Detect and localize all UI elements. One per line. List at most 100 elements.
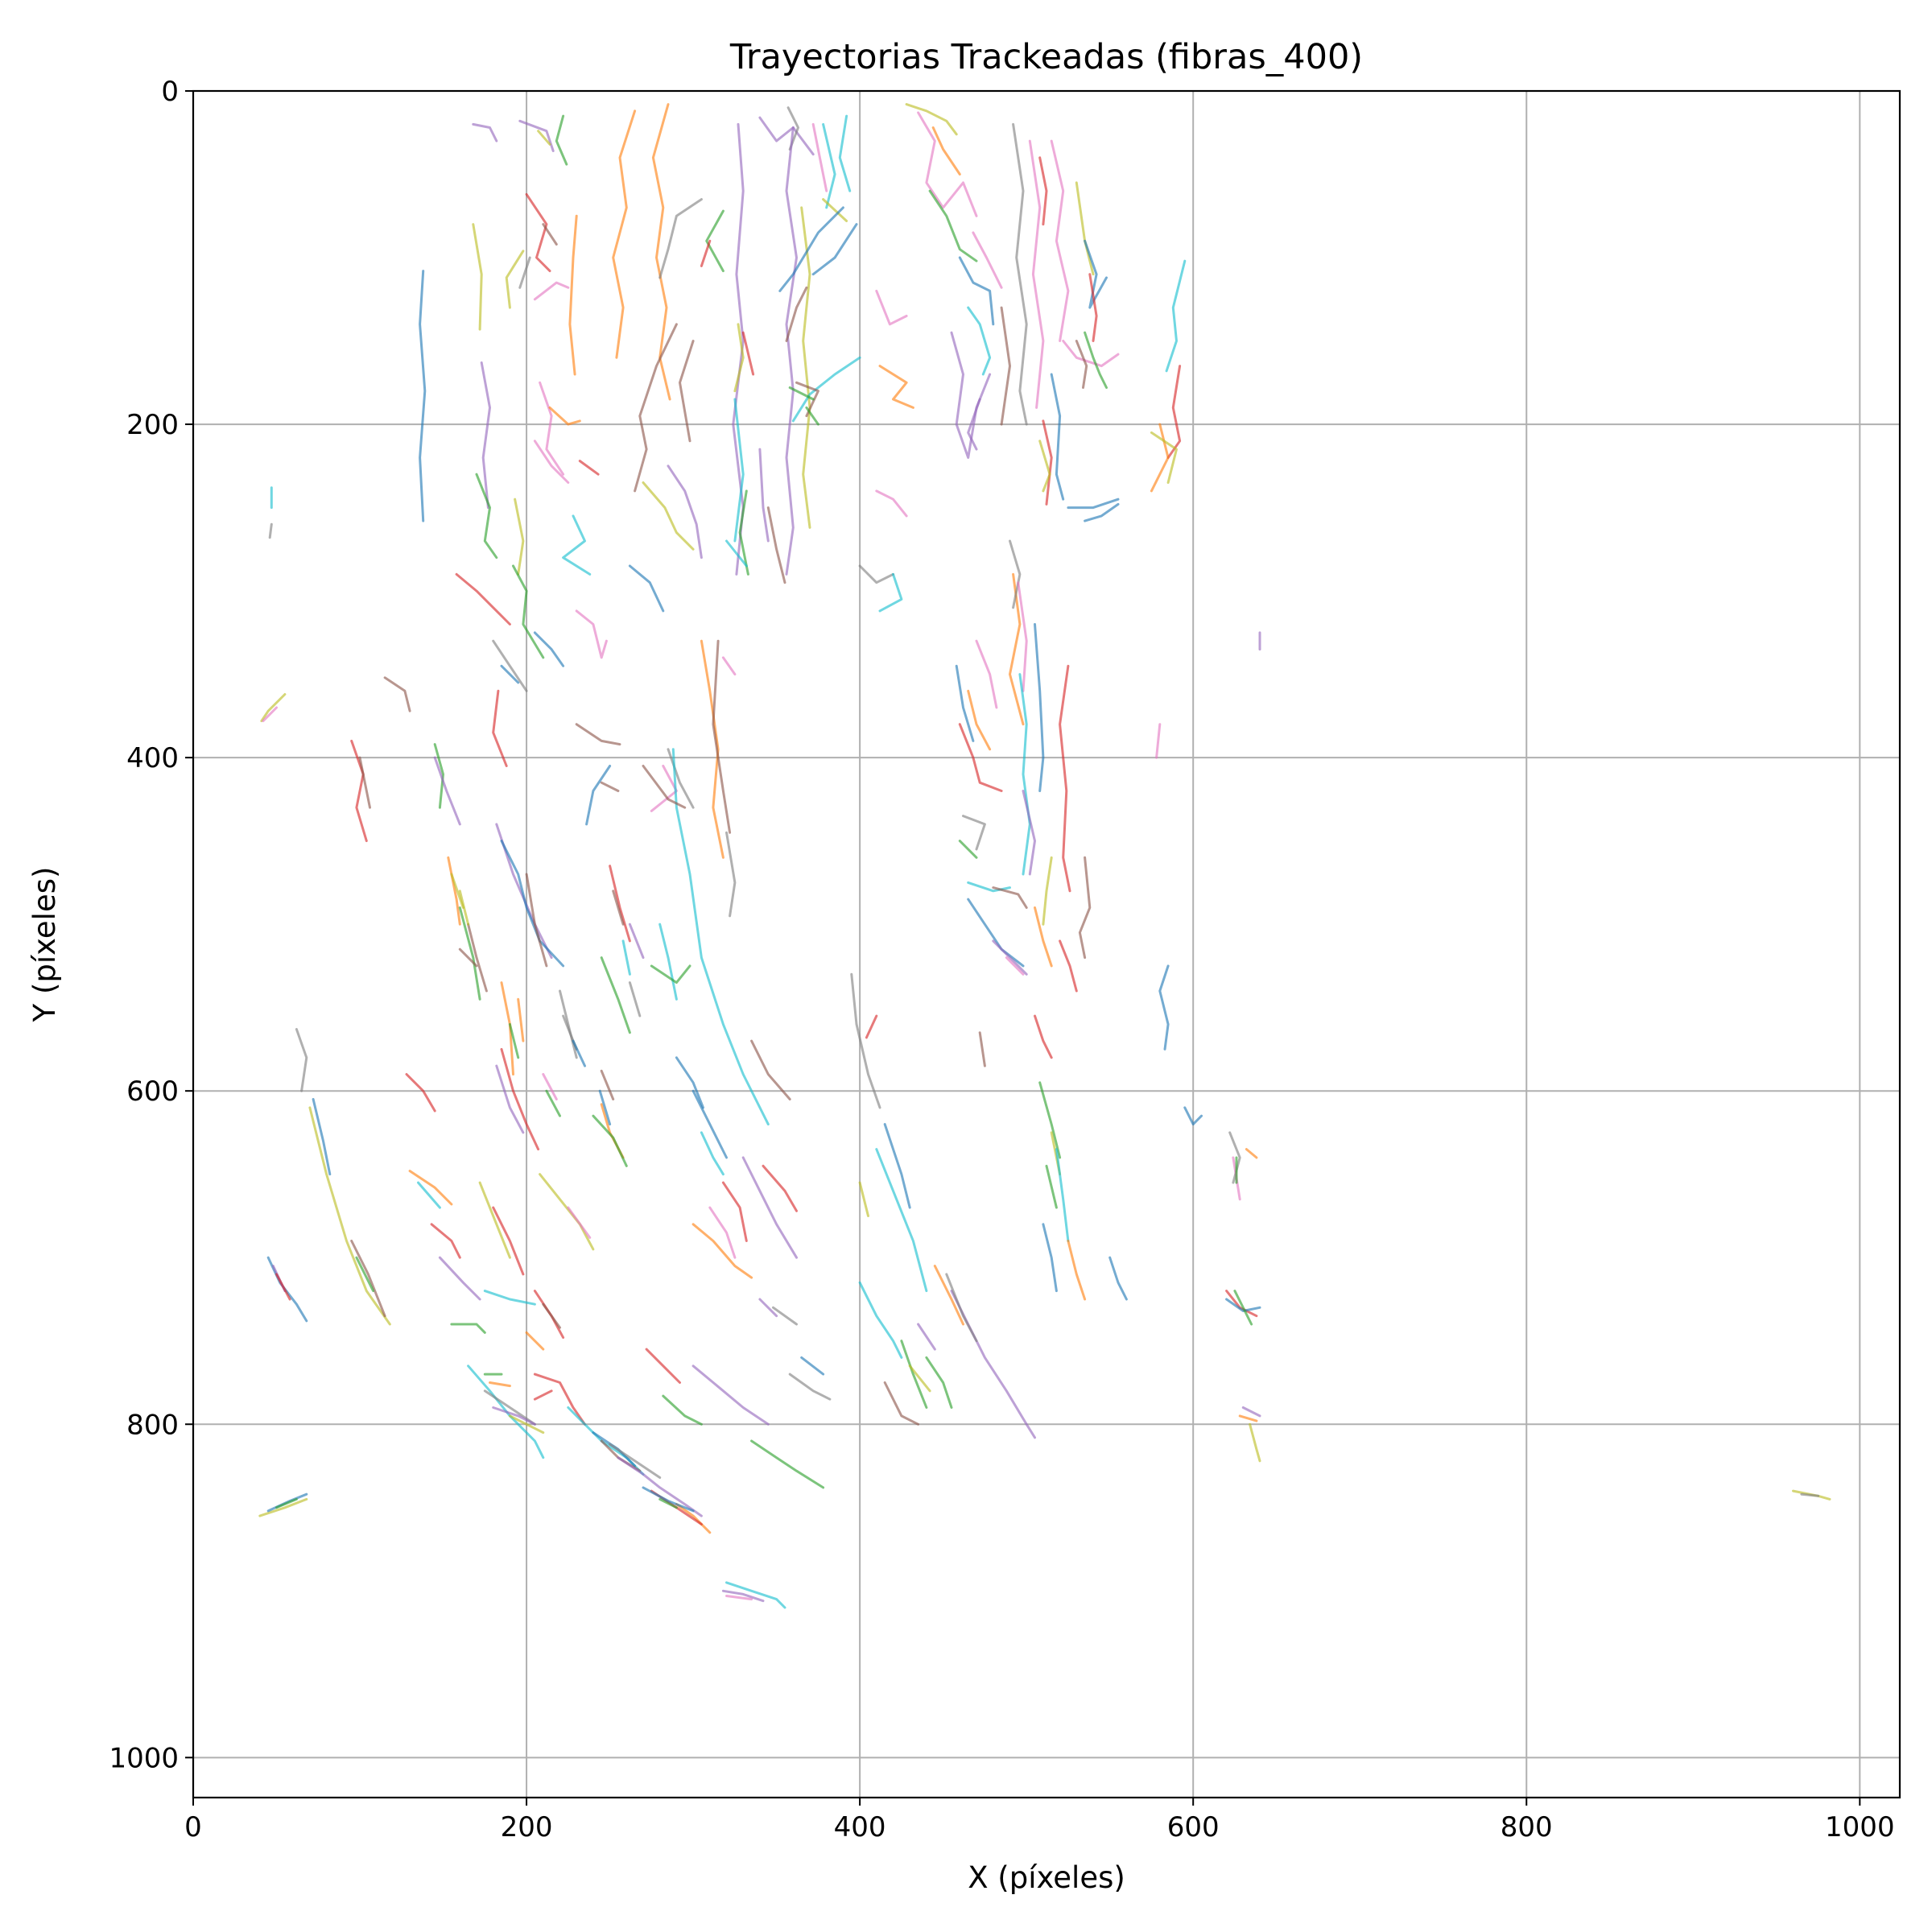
trajectory-line xyxy=(992,939,1028,976)
trajectory-line xyxy=(958,723,1003,792)
trajectory-line xyxy=(785,126,798,576)
trajectory-line xyxy=(967,881,1011,893)
trajectory-line xyxy=(691,1089,728,1159)
trajectory-line xyxy=(788,386,815,401)
trajectory-line xyxy=(700,239,712,267)
trajectory-line xyxy=(900,1340,928,1409)
trajectory-line xyxy=(805,406,819,426)
trajectory-line xyxy=(260,693,287,723)
trajectory-line xyxy=(750,1039,791,1100)
trajectory-line xyxy=(1059,939,1078,993)
trajectory-line xyxy=(758,116,815,156)
trajectory-line xyxy=(955,664,975,742)
trajectory-line xyxy=(1166,365,1182,459)
trajectory-line xyxy=(958,256,995,326)
trajectory-line xyxy=(600,781,620,792)
trajectory-line xyxy=(533,281,570,301)
trajectory-line xyxy=(865,1014,878,1039)
trajectory-line xyxy=(438,1256,481,1301)
trajectory-line xyxy=(467,923,488,993)
trajectory-line xyxy=(658,198,703,279)
trajectory-line xyxy=(458,947,478,968)
trajectory-line xyxy=(568,214,578,376)
trajectory-line xyxy=(1050,139,1070,342)
grid xyxy=(192,90,1900,1798)
trajectory-line xyxy=(642,481,695,551)
trajectory-line xyxy=(1084,502,1120,522)
trajectory-line xyxy=(500,664,520,684)
trajectory-line xyxy=(1038,440,1051,493)
trajectory-line xyxy=(355,1256,375,1293)
trajectory-line xyxy=(537,130,551,146)
trajectory-line xyxy=(312,1098,332,1176)
trajectory-line xyxy=(480,361,491,510)
trajectory-line xyxy=(1183,1106,1203,1126)
trajectory-line xyxy=(492,1206,525,1276)
trajectory-line xyxy=(858,1181,869,1217)
y-tick-label: 200 xyxy=(126,409,179,441)
trajectory-line xyxy=(1059,664,1071,893)
trajectory-line xyxy=(992,886,1028,909)
trajectory-line xyxy=(811,223,858,276)
trajectory-line xyxy=(766,506,786,584)
trajectory-line xyxy=(858,1281,903,1359)
trajectory-line xyxy=(1009,572,1025,726)
trajectory-line xyxy=(612,890,625,926)
trajectory-line xyxy=(741,1156,798,1259)
trajectory-line xyxy=(417,1181,441,1209)
trajectory-line xyxy=(472,223,483,331)
trajectory-line xyxy=(518,256,531,289)
trajectory-line xyxy=(945,1273,978,1343)
trajectory-line xyxy=(458,890,470,926)
trajectory-line xyxy=(738,489,749,576)
trajectory-line xyxy=(447,856,461,926)
trajectory-line xyxy=(268,522,273,539)
trajectory-line xyxy=(679,340,695,443)
trajectory-line xyxy=(691,1364,770,1426)
trajectory-line xyxy=(1238,1414,1258,1422)
trajectory-line xyxy=(598,1089,612,1126)
trajectory-line xyxy=(475,473,498,559)
trajectory-line xyxy=(705,209,724,273)
trajectory-line xyxy=(1062,340,1120,368)
trajectory-line xyxy=(1000,306,1011,426)
trajectory-line xyxy=(592,1114,628,1167)
trajectory-line xyxy=(1150,431,1178,484)
trajectory-line xyxy=(545,1089,561,1117)
trajectory-line xyxy=(1034,906,1053,968)
trajectory-line xyxy=(1241,1406,1261,1418)
trajectory-line xyxy=(967,689,992,751)
trajectory-line xyxy=(908,1364,931,1393)
trajectory-line xyxy=(542,1073,558,1100)
trajectory-line xyxy=(1009,539,1022,609)
trajectory-line xyxy=(772,1306,798,1326)
trajectory-line xyxy=(512,564,545,659)
trajectory-line xyxy=(811,122,828,192)
trajectory-line xyxy=(1067,497,1120,510)
trajectory-line xyxy=(1158,964,1170,1051)
trajectory-line xyxy=(708,1206,737,1259)
x-tick-label: 0 xyxy=(184,1811,202,1843)
trajectory-line xyxy=(492,689,508,767)
trajectory-line xyxy=(1012,122,1028,426)
trajectory-line xyxy=(350,739,368,843)
trajectory-line xyxy=(508,1414,545,1435)
trajectory-line xyxy=(675,1503,712,1534)
trajectory-line xyxy=(492,639,528,692)
trajectory-line xyxy=(800,206,811,529)
trajectory-line xyxy=(575,609,608,659)
trajectory-line xyxy=(539,381,565,476)
trajectory-line xyxy=(308,1106,391,1326)
trajectory-line xyxy=(1028,139,1045,409)
trajectory-line xyxy=(455,572,511,625)
trajectory-line xyxy=(567,1206,592,1239)
trajectory-line xyxy=(634,323,678,493)
trajectory-line xyxy=(1088,273,1098,342)
trajectory-line xyxy=(433,756,461,826)
y-tick-label: 1000 xyxy=(109,1742,179,1774)
x-tick-label: 400 xyxy=(834,1811,886,1843)
plot-frame xyxy=(192,89,1901,1799)
trajectory-line xyxy=(600,956,631,1034)
trajectory-line xyxy=(967,398,981,451)
